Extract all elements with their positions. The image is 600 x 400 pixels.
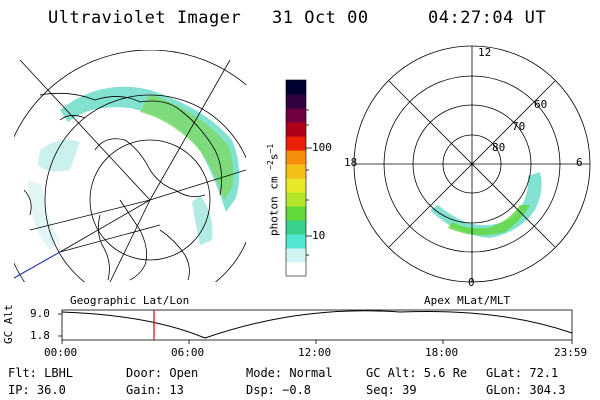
colorbar-band [286,178,306,193]
colorbar-band [286,80,306,95]
colorbar-band [286,248,306,263]
info-filter: Flt: LBHL [8,366,74,380]
mlt-label-18: 18 [344,156,358,169]
instrument-title: Ultraviolet Imager [48,8,242,28]
colorbar-tick-10: 10 [312,229,326,242]
mlt-label-12: 12 [478,46,492,59]
mlat-label-60: 60 [534,98,548,111]
info-glat: GLat: 72.1 [486,366,559,380]
colorbar-band [286,206,306,221]
x-tick-1800: 18:00 [425,346,459,359]
x-tick-1200: 12:00 [298,346,332,359]
x-tick-2359: 23:59 [554,346,588,359]
altitude-axis-label: GC Alt [2,304,15,344]
info-dsp: Dsp: −0.8 [246,383,312,397]
colorbar-band [286,122,306,137]
x-tick-0600: 06:00 [171,346,205,359]
info-gc-alt: GC Alt: 5.6 Re [366,366,468,380]
altitude-y-low: 1.8 [30,329,50,342]
time-label: 04:27:04 UT [428,8,547,28]
colorbar-band [286,108,306,123]
colorbar-band [286,150,306,165]
mlat-label-70: 70 [512,120,526,133]
date-label: 31 Oct 00 [272,8,369,28]
info-ip: IP: 36.0 [8,383,66,397]
altitude-y-high: 9.0 [30,307,50,320]
colorbar-band [286,164,306,179]
polar-plot [353,45,591,283]
info-gain: Gain: 13 [126,383,184,397]
colorbar-band [286,234,306,249]
altitude-plot [58,309,573,344]
geographic-map-label: Geographic Lat/Lon [70,294,190,307]
colorbar-band [286,136,306,151]
polar-map-label: Apex MLat/MLT [424,294,511,307]
colorbar [286,80,306,277]
colorbar-band [286,262,306,277]
mlat-label-80: 80 [492,141,506,154]
info-mode: Mode: Normal [246,366,333,380]
colorbar-unit: photon cm −2s−1 [266,143,281,236]
info-seq: Seq: 39 [366,383,417,397]
altitude-curve [61,310,573,339]
colorbar-band [286,220,306,235]
info-door: Door: Open [126,366,199,380]
x-tick-0000: 00:00 [44,346,78,359]
mlt-label-0: 0 [468,276,475,289]
info-glon: GLon: 304.3 [486,383,566,397]
geographic-map [14,50,246,282]
colorbar-tick-100: 100 [312,141,332,154]
colorbar-band [286,192,306,207]
mlt-label-6: 6 [576,156,583,169]
colorbar-band [286,94,306,109]
